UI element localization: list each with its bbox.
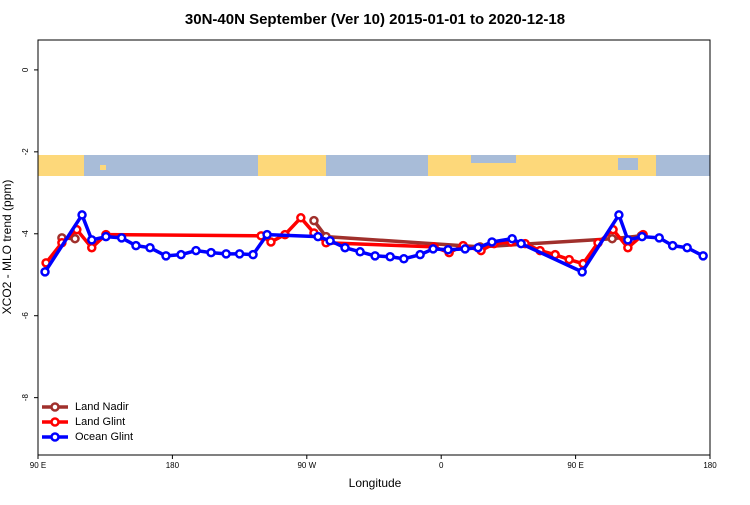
point	[176, 249, 186, 260]
point	[654, 233, 664, 243]
x-tick-label: 180	[166, 461, 180, 470]
point	[70, 233, 80, 244]
x-axis-title: Longitude	[349, 476, 402, 490]
point	[614, 210, 624, 220]
point	[87, 242, 97, 253]
point	[262, 229, 272, 240]
point	[698, 251, 708, 261]
point	[443, 245, 453, 255]
point	[637, 231, 647, 242]
point	[607, 233, 617, 244]
y-tick-label: 0	[21, 67, 30, 72]
legend-marker	[50, 417, 60, 427]
point	[313, 231, 323, 242]
map-strip	[38, 155, 710, 176]
point	[101, 231, 111, 242]
x-tick-label: 90 E	[567, 461, 583, 470]
point	[415, 249, 425, 260]
point	[77, 210, 87, 220]
point	[385, 251, 395, 262]
y-tick-label: -8	[21, 394, 30, 402]
y-tick-label: -2	[21, 148, 30, 156]
point	[370, 251, 380, 261]
point	[131, 240, 141, 251]
point	[487, 237, 497, 247]
point	[577, 267, 587, 277]
point	[116, 233, 127, 243]
point	[309, 215, 319, 226]
point	[399, 254, 409, 264]
x-tick-label: 0	[439, 461, 444, 470]
point	[428, 244, 438, 254]
point	[516, 238, 526, 249]
point	[623, 235, 633, 245]
point	[564, 254, 574, 265]
legend-label: Land Nadir	[75, 401, 129, 413]
point	[507, 233, 517, 244]
point	[325, 235, 335, 246]
point	[473, 242, 483, 253]
point	[40, 267, 50, 277]
point	[296, 213, 306, 223]
point	[221, 249, 231, 259]
legend-marker	[50, 402, 60, 412]
point	[248, 249, 258, 260]
point	[206, 247, 216, 258]
point	[87, 235, 97, 245]
point	[161, 251, 171, 261]
point	[682, 242, 692, 253]
x-tick-label: 90 W	[297, 461, 316, 470]
point	[340, 242, 350, 253]
point	[191, 245, 201, 256]
point	[145, 242, 155, 253]
point	[266, 237, 276, 247]
legend: Land Nadir Land Glint Ocean Glint	[42, 401, 133, 443]
y-tick-label: -6	[21, 312, 30, 320]
point	[355, 247, 365, 257]
legend-marker	[50, 432, 60, 442]
x-tick-label: 90 E	[30, 461, 46, 470]
point	[234, 249, 245, 259]
point	[460, 244, 470, 254]
point	[623, 242, 633, 253]
x-tick-label: 180	[703, 461, 717, 470]
y-tick-label: -4	[21, 230, 30, 238]
y-axis-title: XCO2 - MLO trend (ppm)	[0, 180, 14, 315]
chart-title: 30N-40N September (Ver 10) 2015-01-01 to…	[185, 11, 565, 28]
point	[667, 240, 678, 251]
legend-label: Land Glint	[75, 416, 125, 428]
legend-label: Ocean Glint	[75, 431, 133, 443]
plot-frame	[37, 39, 711, 456]
